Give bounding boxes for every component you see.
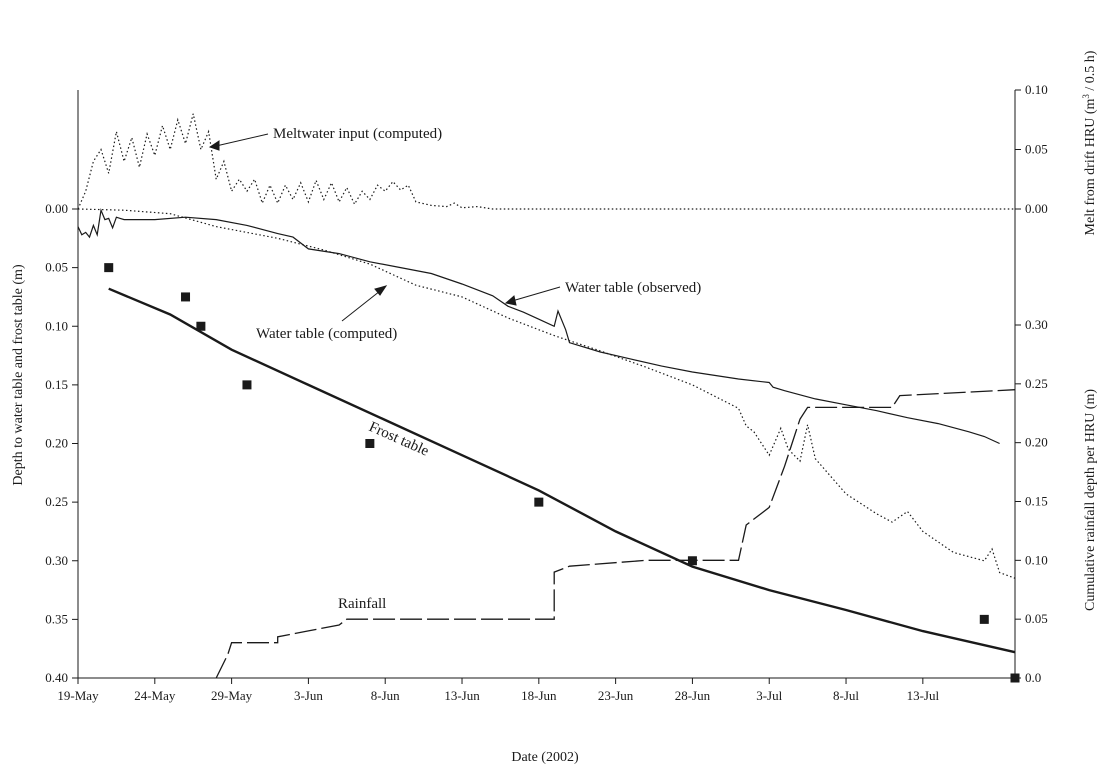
frost-table-observed-marker bbox=[365, 439, 375, 448]
axis-ticks: 19-May 24-May 29-May 3-Jun 8-Jun 13-Jun 18-Jun… bbox=[45, 82, 1048, 703]
frost-table-observed-marker bbox=[1010, 673, 1020, 683]
x-tick-label: 13-Jul bbox=[907, 688, 940, 703]
x-tick-label: 18-Jun bbox=[521, 688, 557, 703]
left-tick-label: 0.05 bbox=[45, 260, 68, 275]
x-tick-label: 19-May bbox=[57, 688, 99, 703]
x-tick-label: 3-Jun bbox=[294, 688, 323, 703]
right-bottom-tick-label: 0.10 bbox=[1025, 552, 1048, 567]
annotation-rainfall: Rainfall bbox=[338, 596, 386, 612]
x-tick-label: 8-Jul bbox=[833, 688, 859, 703]
plot-area bbox=[77, 113, 1020, 683]
left-tick-label: 0.10 bbox=[45, 318, 68, 333]
annotation-water-table-computed: Water table (computed) bbox=[256, 326, 397, 342]
x-tick-label: 13-Jun bbox=[444, 688, 480, 703]
rainfall-series-line bbox=[215, 389, 1016, 679]
x-tick-label: 24-May bbox=[134, 688, 176, 703]
x-tick-label: 23-Jun bbox=[598, 688, 634, 703]
water-table-observed-line bbox=[77, 207, 1000, 445]
right-bottom-tick-label: 0.15 bbox=[1025, 494, 1048, 509]
frost-table-observed-marker bbox=[181, 292, 191, 302]
frost-table-observed-marker bbox=[979, 614, 989, 624]
x-tick-label: 28-Jun bbox=[675, 688, 711, 703]
x-tick-label: 3-Jul bbox=[756, 688, 782, 703]
x-tick-label: 29-May bbox=[211, 688, 253, 703]
right-top-axis-title: Melt from drift HRU (m3 / 0.5 h) bbox=[1081, 50, 1098, 235]
left-axis-title: Depth to water table and frost table (m) bbox=[11, 264, 26, 486]
frost-table-line bbox=[108, 287, 1016, 654]
frost-table-observed-marker bbox=[196, 321, 206, 331]
frost-table-observed-marker bbox=[104, 263, 114, 273]
right-top-tick-label: 0.05 bbox=[1025, 142, 1048, 157]
left-tick-label: 0.20 bbox=[45, 436, 68, 451]
annotation-water-table-observed: Water table (observed) bbox=[565, 280, 701, 296]
chart-frame bbox=[77, 90, 1016, 679]
right-bottom-tick-label: 0.05 bbox=[1025, 611, 1048, 626]
right-bottom-tick-label: 0.25 bbox=[1025, 376, 1048, 391]
left-tick-label: 0.00 bbox=[45, 201, 68, 216]
right-bottom-axis-title: Cumulative rainfall depth per HRU (m) bbox=[1083, 389, 1098, 611]
left-tick-label: 0.35 bbox=[45, 611, 68, 626]
frost-table-observed-marker bbox=[242, 380, 252, 390]
frost-table-observed-marker bbox=[534, 497, 544, 507]
left-tick-label: 0.30 bbox=[45, 553, 68, 568]
left-tick-label: 0.40 bbox=[45, 670, 68, 685]
x-tick-label: 8-Jun bbox=[371, 688, 400, 703]
right-bottom-tick-label: 0.20 bbox=[1025, 435, 1048, 450]
x-axis-title: Date (2002) bbox=[511, 750, 579, 765]
right-top-tick-label: 0.10 bbox=[1025, 82, 1048, 97]
left-tick-label: 0.25 bbox=[45, 494, 68, 509]
right-bottom-tick-label: 0.30 bbox=[1025, 317, 1048, 332]
left-tick-label: 0.15 bbox=[45, 377, 68, 392]
annotation-meltwater: Meltwater input (computed) bbox=[273, 126, 442, 142]
right-top-tick-label: 0.00 bbox=[1025, 201, 1048, 216]
annotation-arrows bbox=[208, 133, 561, 322]
right-bottom-tick-label: 0.0 bbox=[1025, 670, 1041, 685]
meltwater-series-line bbox=[77, 113, 1015, 210]
water-table-computed-line bbox=[77, 208, 1016, 579]
